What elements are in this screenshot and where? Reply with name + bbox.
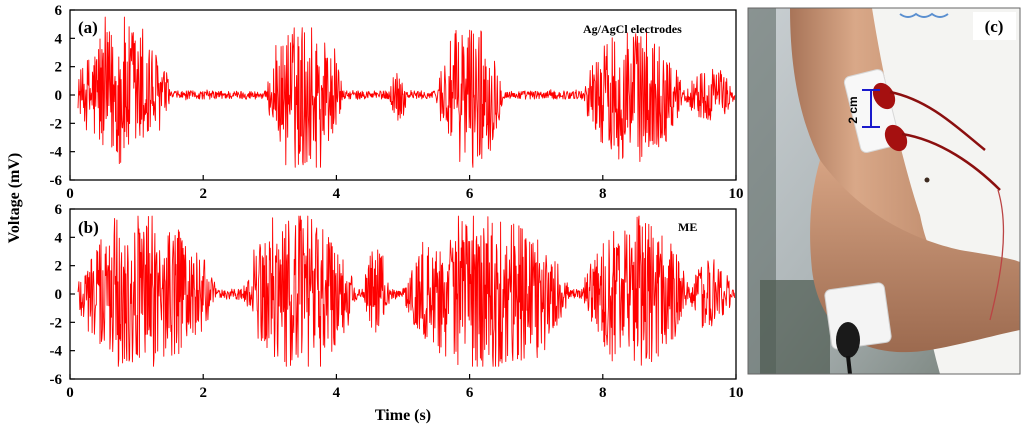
y-axis-label: Voltage (mV): [6, 153, 23, 244]
x-tick-label: 6: [466, 186, 474, 202]
y-tick-label: -2: [50, 315, 63, 331]
photo-tag: (c): [985, 17, 1004, 36]
x-tick-label: 4: [333, 186, 341, 202]
lead-wire-3: [989, 189, 1005, 321]
y-tick-label: 0: [55, 88, 63, 104]
y-tick-label: 0: [55, 287, 63, 303]
y-tick-label: -2: [50, 116, 63, 132]
signal-line-a: [77, 16, 736, 168]
y-tick-label: 4: [55, 31, 63, 47]
panel-a: -6 -4 -2 0 2 4 6 0 2 4 6 8 10 (a) Ag/AgCl electrode…: [50, 3, 744, 202]
y-tick-label: -6: [50, 173, 63, 189]
ground-wire: [846, 355, 852, 374]
y-ticks-a: -6 -4 -2 0 2 4 6: [50, 3, 75, 189]
panel-tag-b: (b): [78, 218, 99, 237]
scale-label: 2 cm: [846, 96, 860, 123]
photo-tag-box: [973, 12, 1016, 40]
panel-tag-a: (a): [78, 18, 98, 37]
y-tick-label: -4: [50, 344, 63, 360]
x-tick-label: 10: [729, 186, 744, 202]
arm-photo: 2 cm (c): [747, 7, 1021, 375]
y-tick-label: 6: [55, 3, 63, 19]
x-tick-label: 6: [466, 385, 474, 401]
x-tick-label: 2: [199, 385, 207, 401]
x-tick-label: 4: [333, 385, 341, 401]
x-axis-label: Time (s): [375, 407, 431, 424]
y-ticks-b: -6 -4 -2 0 2 4 6: [50, 202, 75, 388]
x-tick-label: 8: [599, 385, 607, 401]
annotation-a: Ag/AgCl electrodes: [583, 22, 682, 36]
y-tick-label: 6: [55, 202, 63, 218]
panel-b: -6 -4 -2 0 2 4 6 0 2 4 6 8 10 (b) ME: [50, 202, 744, 401]
shirt-print: [899, 12, 949, 18]
x-ticks-a: 0 2 4 6 8 10: [66, 175, 744, 202]
y-tick-label: 4: [55, 230, 63, 246]
skin-mole: [924, 177, 930, 183]
y-tick-label: 2: [55, 259, 63, 275]
x-ticks-b: 0 2 4 6 8 10: [66, 374, 744, 401]
x-tick-label: 0: [66, 385, 74, 401]
signal-trace-a: [77, 16, 736, 168]
signal-line-b: [77, 215, 736, 367]
lead-wire-1: [889, 90, 986, 151]
signal-trace-b: [77, 215, 736, 367]
y-tick-label: -4: [50, 145, 63, 161]
y-tick-label: 2: [55, 60, 63, 76]
lead-wire-2: [901, 132, 1001, 191]
x-tick-label: 8: [599, 186, 607, 202]
ground-clip: [836, 322, 860, 358]
electrode-clip-2: [884, 124, 908, 152]
y-tick-label: -6: [50, 372, 63, 388]
x-tick-label: 10: [729, 385, 744, 401]
x-tick-label: 0: [66, 186, 74, 202]
x-tick-label: 2: [199, 186, 207, 202]
photo-frame: [747, 7, 1021, 375]
annotation-b: ME: [678, 220, 697, 234]
